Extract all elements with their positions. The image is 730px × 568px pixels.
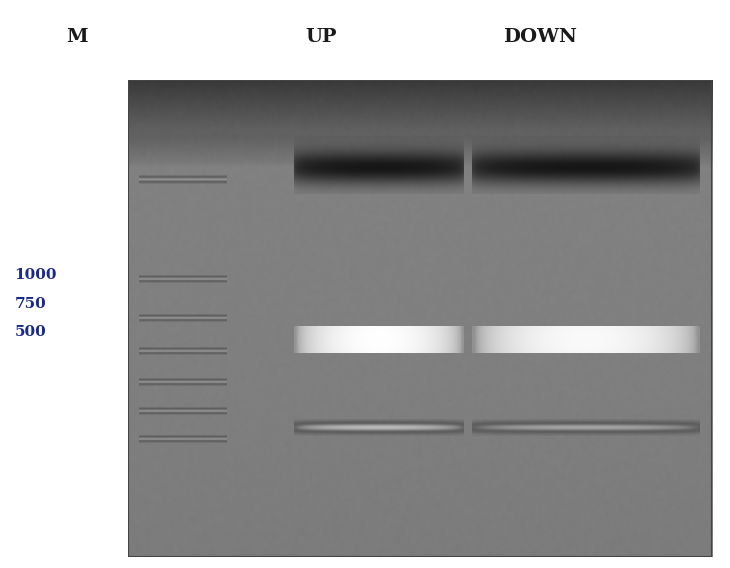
Text: UP: UP xyxy=(305,28,337,46)
Text: DOWN: DOWN xyxy=(503,28,577,46)
Text: 500: 500 xyxy=(15,325,46,339)
Text: M: M xyxy=(66,28,88,46)
Text: 1000: 1000 xyxy=(15,269,57,282)
Text: 750: 750 xyxy=(15,297,46,311)
